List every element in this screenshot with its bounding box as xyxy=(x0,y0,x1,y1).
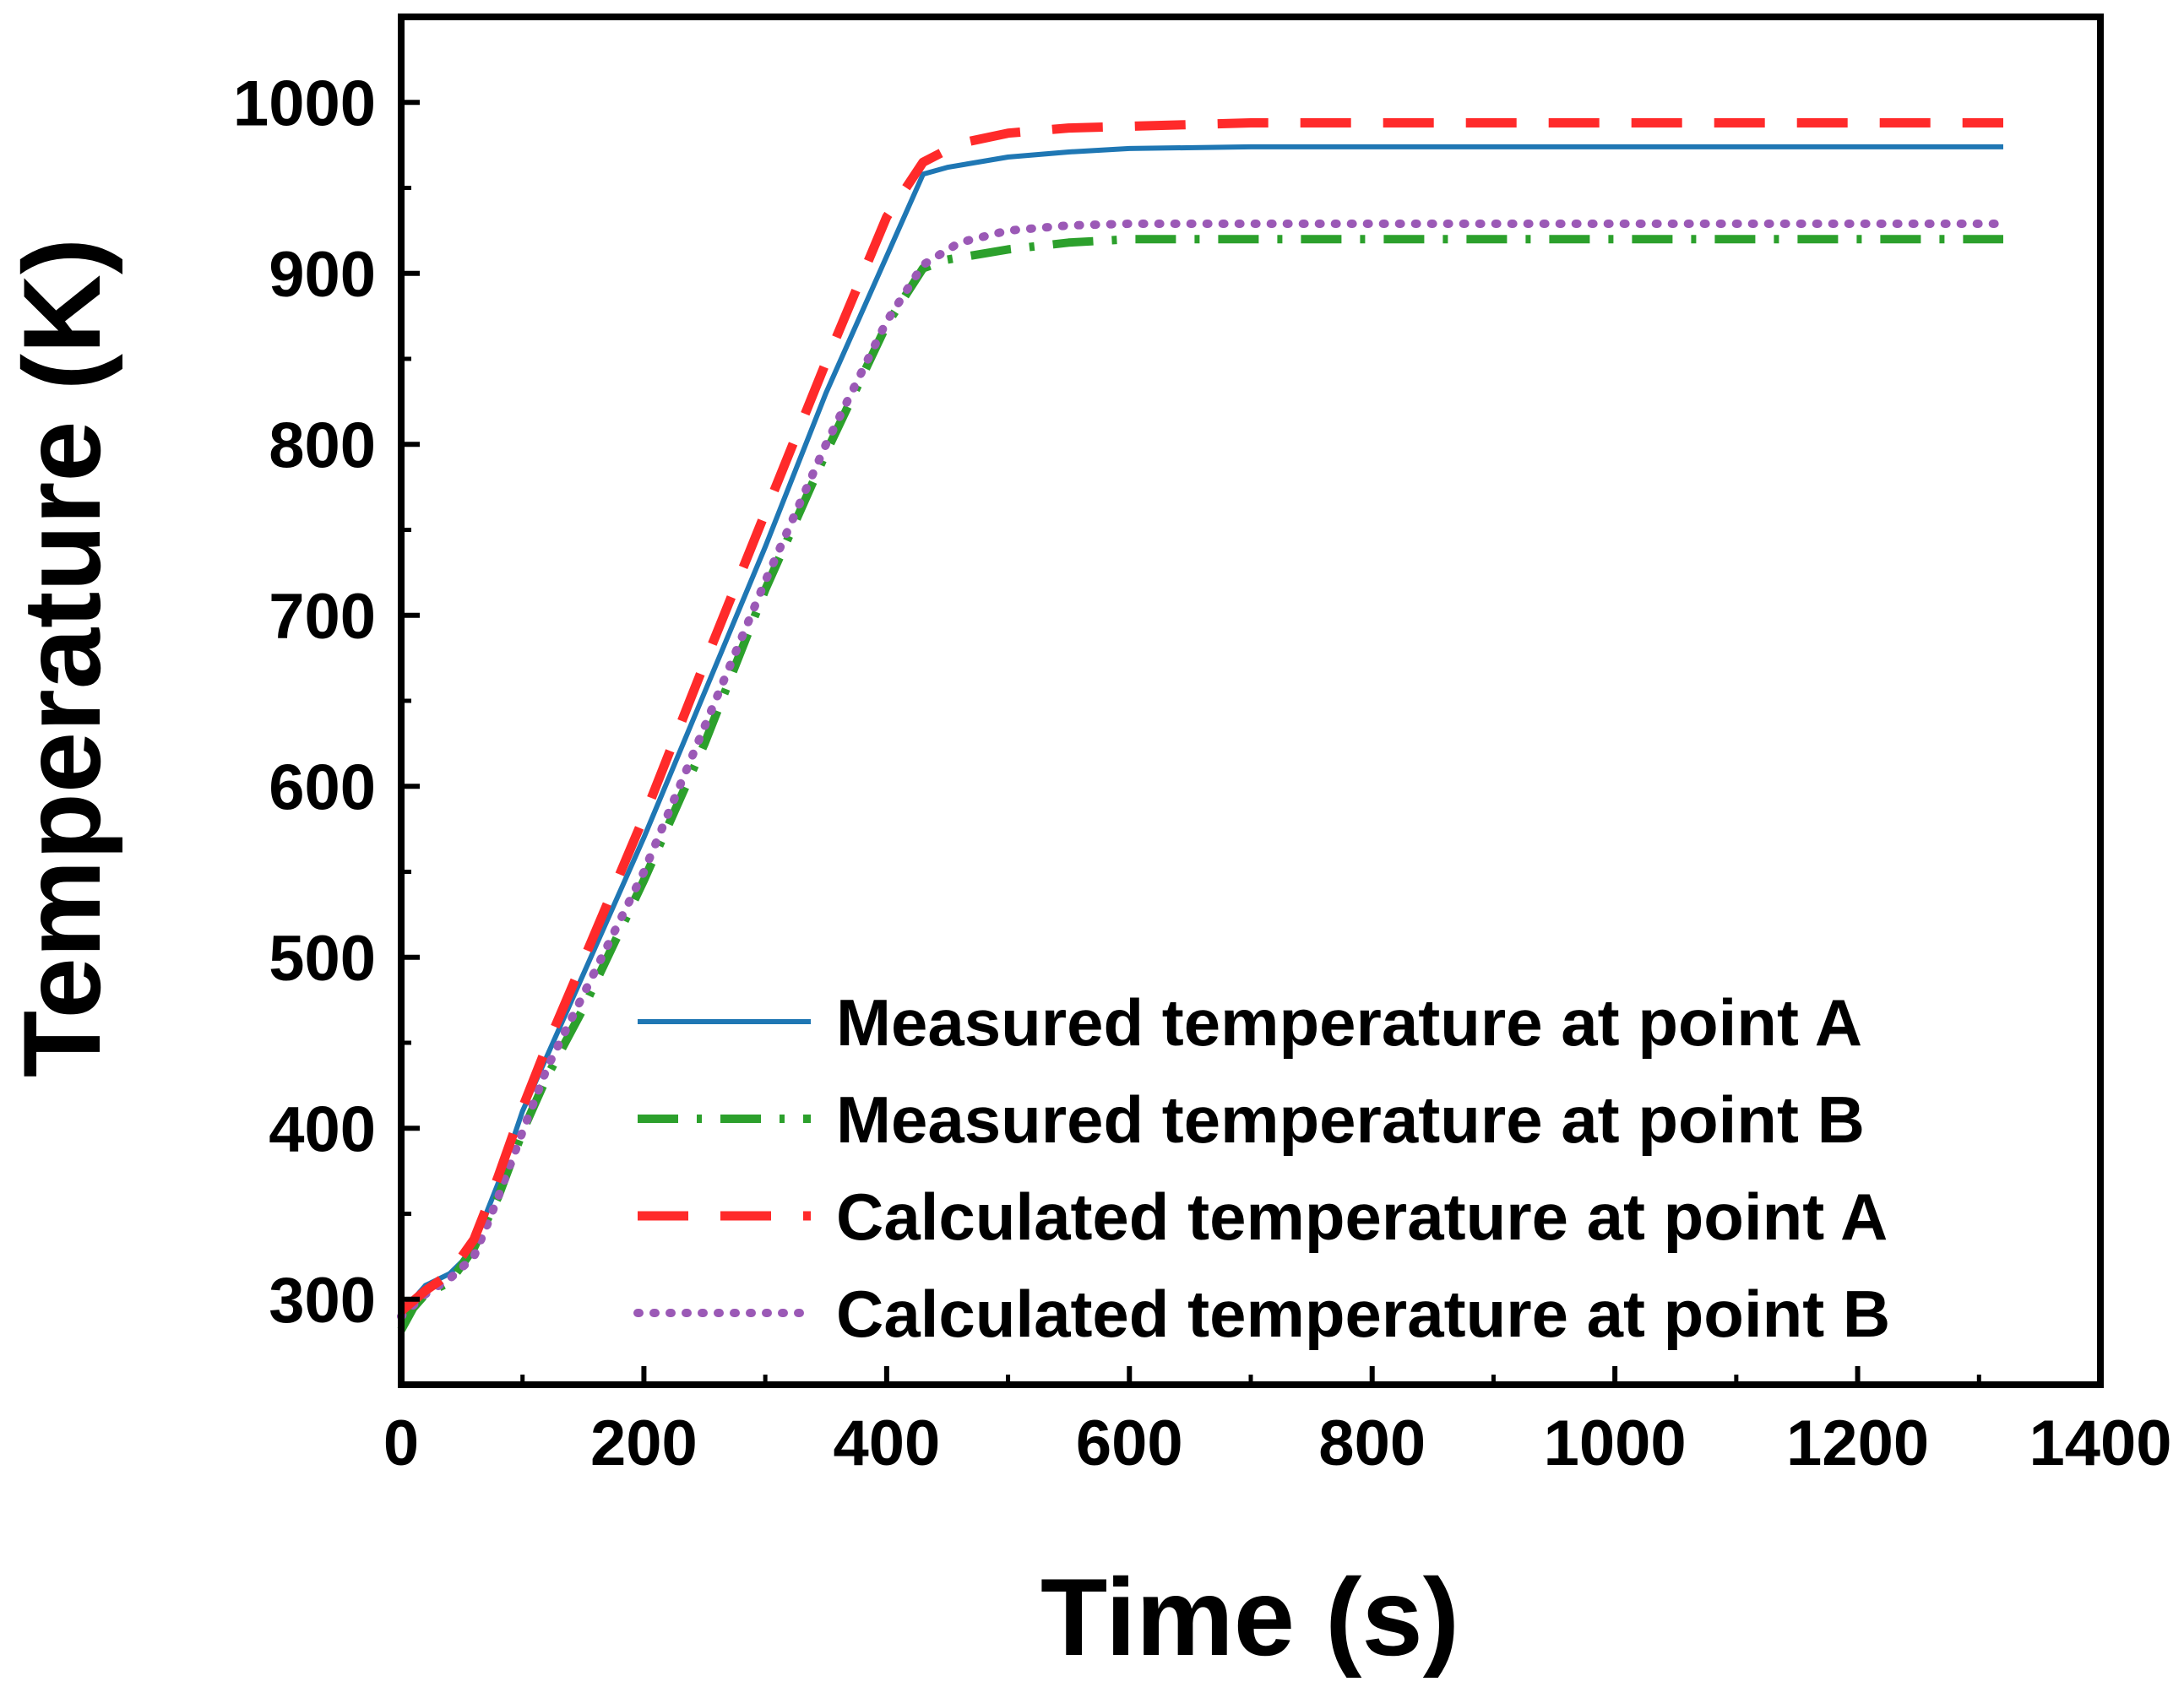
y-tick-label: 500 xyxy=(269,923,376,995)
x-axis-title: Time (s) xyxy=(1040,1555,1459,1679)
legend-label-calculated-a: Calculated temperature at point A xyxy=(836,1180,1888,1254)
legend: Measured temperature at point A Measured… xyxy=(633,985,1890,1351)
y-tick-label: 400 xyxy=(269,1093,376,1165)
x-tick-label: 0 xyxy=(383,1408,419,1479)
x-tick-label: 800 xyxy=(1318,1408,1426,1479)
x-tick-label: 200 xyxy=(590,1408,698,1479)
series-line-2 xyxy=(398,118,2003,1315)
y-tick-label: 900 xyxy=(269,239,376,311)
y-tick-label: 1000 xyxy=(233,68,376,139)
x-tick-label: 1400 xyxy=(2029,1408,2171,1479)
plot-frame xyxy=(398,14,2104,1388)
legend-label-calculated-b: Calculated temperature at point B xyxy=(836,1277,1890,1351)
y-tick-label: 800 xyxy=(269,410,376,481)
x-tick-label: 1000 xyxy=(1544,1408,1687,1479)
y-tick-label: 600 xyxy=(269,751,376,823)
series-line-3 xyxy=(397,220,2007,1321)
y-tick-label: 700 xyxy=(269,581,376,653)
x-tick-label: 1200 xyxy=(1786,1408,1929,1479)
y-tick-label: 300 xyxy=(269,1265,376,1337)
plot-series xyxy=(397,118,2007,1332)
y-axis-title: Temperature (K) xyxy=(0,238,123,1077)
x-tick-label: 400 xyxy=(833,1408,940,1479)
legend-label-measured-b: Measured temperature at point B xyxy=(836,1082,1865,1157)
x-tick-label: 600 xyxy=(1076,1408,1183,1479)
legend-label-measured-a: Measured temperature at point A xyxy=(836,985,1862,1060)
tick-labels: 0 200 400 600 800 1000 1200 1400 300 400 500 600 700… xyxy=(233,68,2172,1479)
